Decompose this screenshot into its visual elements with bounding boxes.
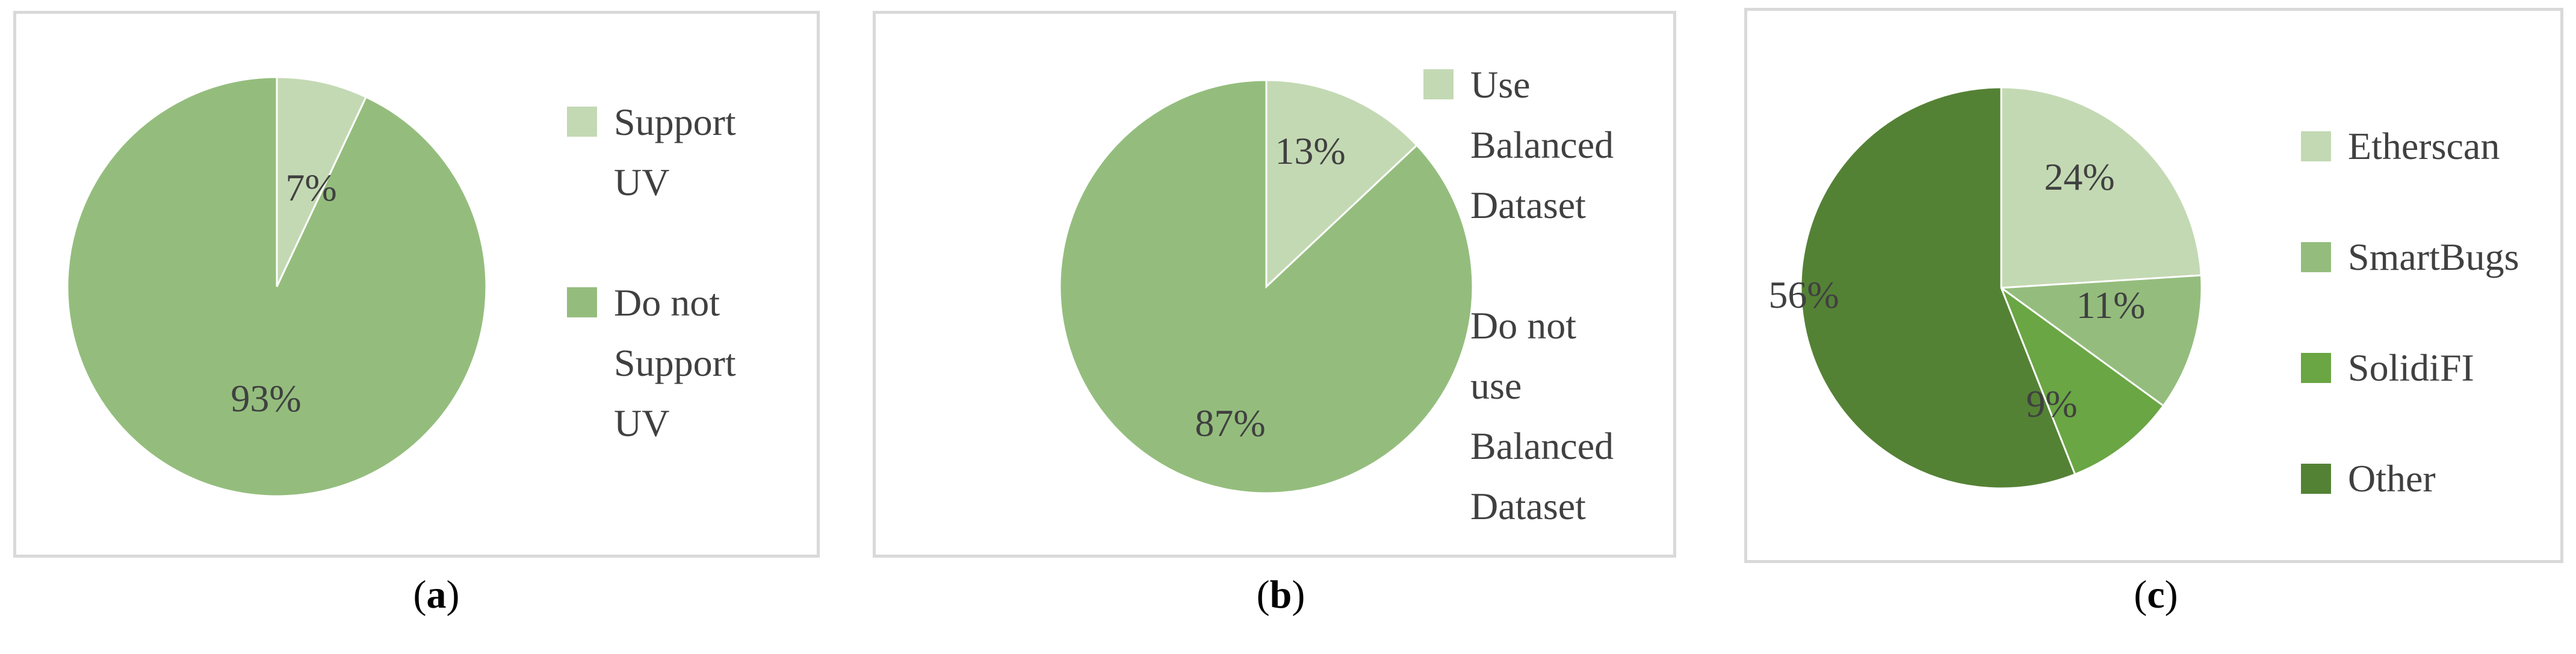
legend-item-b-1: Do not use Balanced Dataset — [1423, 296, 1614, 537]
caption-c: (c) — [2134, 573, 2178, 617]
pie-chart-b: 13% 87% — [1059, 79, 1474, 494]
chart-panel-b: 13% 87% Use Balanced Dataset Do not use Balanc… — [873, 11, 1676, 558]
legend-swatch-a-1 — [567, 287, 597, 317]
legend-swatch-c-2 — [2301, 353, 2331, 383]
pie-slice-c-0 — [2000, 86, 2202, 289]
slice-label-b-1: 87% — [1195, 402, 1265, 444]
legend-swatch-b-1 — [1423, 310, 1454, 340]
legend-label-b-0-0: Use — [1470, 63, 1531, 106]
slice-label-c-1: 11% — [2076, 284, 2146, 326]
legend-label-c-2-0: SolidiFI — [2348, 346, 2474, 389]
legend-label-c-0-0: Etherscan — [2348, 125, 2500, 167]
legend-item-c-0: Etherscan — [2301, 91, 2519, 202]
slice-label-b-0: 13% — [1275, 129, 1345, 172]
legend-item-a-0: Support UV — [567, 92, 736, 213]
legend-item-c-3: Other — [2301, 423, 2519, 534]
legend-label-a-1-2: UV — [614, 402, 670, 444]
legend-a: Support UV Do not Support UV — [567, 92, 736, 453]
pie-slice-a-1 — [66, 76, 488, 497]
legend-label-b-1-3: Dataset — [1470, 485, 1586, 528]
pie-slice-c-2 — [1999, 285, 2165, 476]
legend-b: Use Balanced Dataset Do not use Balanced Datas… — [1423, 55, 1614, 537]
slice-label-c-3: 56% — [1768, 273, 1839, 316]
legend-swatch-c-1 — [2301, 242, 2331, 272]
legend-swatch-c-0 — [2301, 131, 2331, 161]
legend-label-b-1-0: Do not — [1470, 304, 1576, 347]
slice-label-a-1: 93% — [231, 377, 301, 420]
pie-slice-b-0 — [1265, 79, 1419, 289]
pie-chart-c: 24% 11% 9% 56% — [1768, 86, 2203, 490]
slice-label-a-0: 7% — [285, 166, 336, 209]
legend-item-a-1: Do not Support UV — [567, 273, 736, 453]
legend-label-b-0-1: Balanced — [1470, 123, 1614, 166]
legend-label-b-0-2: Dataset — [1470, 184, 1586, 226]
legend-label-c-1-0: SmartBugs — [2348, 235, 2519, 278]
legend-swatch-b-0 — [1423, 69, 1454, 99]
legend-label-a-0-1: UV — [614, 161, 670, 204]
caption-b: (b) — [1256, 573, 1305, 617]
legend-label-a-1-1: Support — [614, 341, 736, 384]
chart-panel-c: 24% 11% 9% 56% Etherscan SmartBugs SolidiFI Ot… — [1744, 8, 2563, 563]
pie-slice-c-1 — [1998, 274, 2203, 407]
slice-label-c-0: 24% — [2044, 155, 2114, 198]
legend-label-b-1-1: use — [1470, 364, 1522, 407]
pie-slice-b-1 — [1059, 79, 1474, 494]
legend-label-b-1-2: Balanced — [1470, 425, 1614, 467]
legend-label-a-1-0: Do not — [614, 281, 720, 324]
legend-item-b-0: Use Balanced Dataset — [1423, 55, 1614, 235]
legend-label-c-3-0: Other — [2348, 457, 2436, 500]
slice-label-c-2: 9% — [2026, 382, 2077, 425]
legend-c: Etherscan SmartBugs SolidiFI Other — [2301, 91, 2519, 534]
legend-item-c-2: SolidiFI — [2301, 313, 2519, 423]
caption-a: (a) — [413, 573, 460, 617]
legend-swatch-a-0 — [567, 107, 597, 137]
chart-panel-a: 7% 93% Support UV Do not Support UV — [13, 11, 820, 558]
pie-slice-c-3 — [1800, 86, 2076, 490]
pie-chart-a: 7% 93% — [66, 76, 488, 497]
legend-item-c-1: SmartBugs — [2301, 202, 2519, 313]
pie-slice-a-0 — [276, 76, 368, 287]
legend-label-a-0-0: Support — [614, 101, 736, 143]
legend-swatch-c-3 — [2301, 464, 2331, 494]
